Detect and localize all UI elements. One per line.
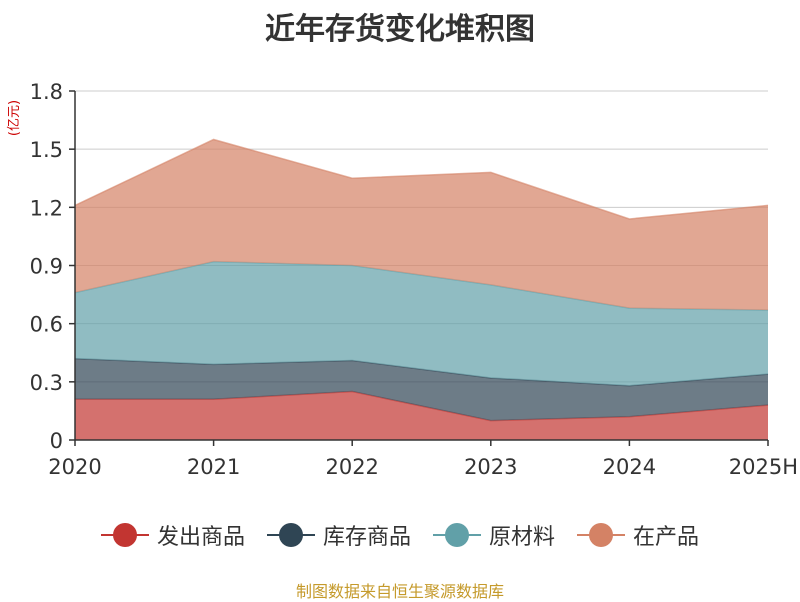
y-tick-label: 0.3 [30,371,63,395]
y-tick-label: 1.5 [30,138,63,162]
axes: 0 0.3 0.6 0.9 1.2 1.5 1.8 2020 2021 2022 2023 2024 2… [30,80,798,479]
source-note: 制图数据来自恒生聚源数据库 [295,582,504,601]
legend-item-2[interactable]: 库存商品 [266,519,411,551]
x-tick-label: 2024 [603,455,656,479]
legend-label: 库存商品 [322,525,411,550]
area-series-3 [75,261,768,386]
legend: 发出商品 库存商品 原材料 在产品 [0,518,800,552]
x-tick-label: 2021 [187,455,240,479]
x-tick-label: 2020 [48,455,101,479]
x-tick-label: 2025H [729,455,798,479]
y-tick-label: 0 [50,429,63,453]
legend-item-1[interactable]: 发出商品 [100,519,245,551]
y-axis-unit-label: (亿元) [7,100,22,136]
legend-swatch-icon [266,523,315,547]
legend-swatch-icon [100,523,149,547]
legend-label: 发出商品 [156,525,245,550]
chart-title: 近年存货变化堆积图 [265,12,535,47]
legend-label: 在产品 [633,525,700,550]
y-axis-unit-text: (亿元) [7,100,22,136]
area-series-2 [75,358,768,421]
stacked-areas [74,138,769,440]
legend-item-4[interactable]: 在产品 [577,519,699,551]
legend-item-3[interactable]: 原材料 [433,519,555,551]
x-tick-label: 2023 [464,455,517,479]
y-tick-label: 1.8 [30,80,63,104]
legend-label: 原材料 [489,525,556,550]
x-tick-label: 2022 [325,455,378,479]
y-tick-label: 1.2 [30,196,63,220]
area-series-1 [75,391,768,440]
legend-swatch-icon [433,523,481,547]
area-series-4 [75,139,768,311]
legend-swatch-icon [577,523,626,547]
y-tick-label: 0.6 [30,313,63,337]
y-tick-label: 0.9 [30,255,63,279]
area-series-4-edge [74,138,769,220]
